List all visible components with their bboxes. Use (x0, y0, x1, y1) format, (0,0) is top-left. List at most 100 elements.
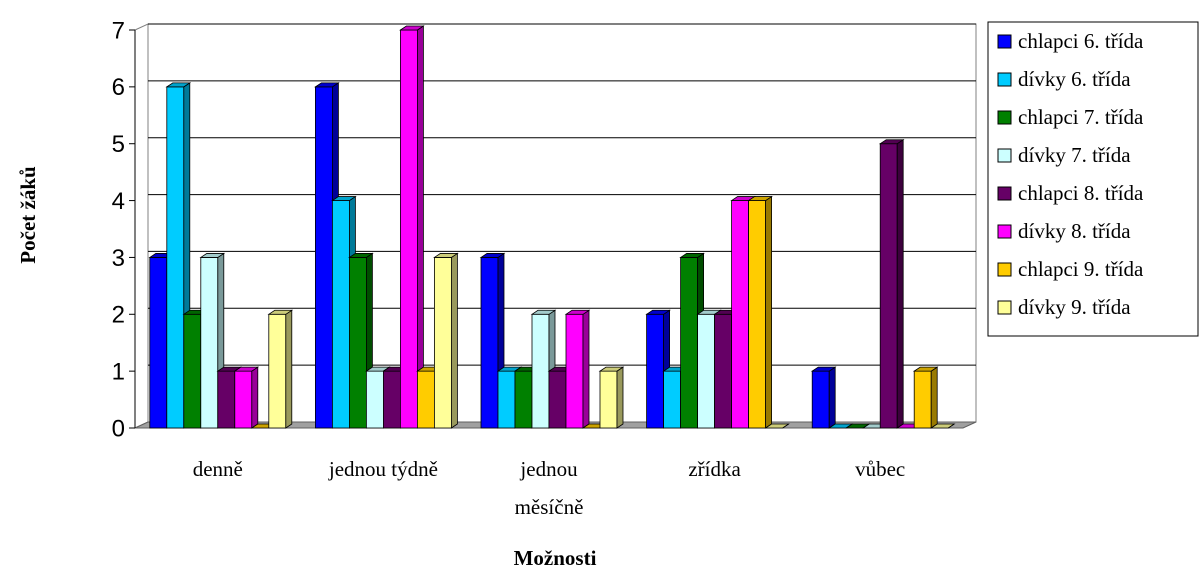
bar-top (165, 82, 192, 88)
bar-front (646, 313, 664, 429)
bar-front (514, 370, 533, 429)
bar-top (747, 196, 773, 201)
bar-side (930, 366, 938, 429)
bar-front (166, 86, 185, 429)
bar-top (331, 196, 357, 201)
y-tick-label: 4 (112, 188, 125, 215)
bar-top (878, 139, 905, 145)
bar-front (365, 370, 384, 429)
bar-front (748, 200, 766, 429)
bar-top (598, 366, 625, 372)
bar-side (582, 309, 590, 429)
bar-front (399, 29, 418, 429)
bar-front (680, 257, 698, 429)
y-axis-label: Počet žáků (16, 166, 40, 264)
bar-side (828, 366, 836, 429)
bar-front (714, 313, 732, 429)
bar-front (234, 370, 253, 429)
bar-front (531, 313, 550, 429)
bar-front (697, 313, 715, 429)
legend-swatch (997, 186, 1012, 201)
y-tick-label: 1 (112, 358, 125, 385)
bar-top (564, 309, 591, 315)
bar-front (811, 370, 830, 429)
bar-front (416, 370, 435, 429)
bar-front (382, 370, 401, 429)
bar-top (530, 309, 557, 315)
bar-front (268, 313, 287, 429)
bar-top (810, 366, 837, 372)
legend-label: chlapci 7. třída (1018, 105, 1144, 129)
legend-swatch (997, 224, 1012, 239)
x-tick-label: jednou měsíčně (514, 457, 584, 519)
bar-front (879, 143, 898, 429)
legend-label: dívky 6. třída (1018, 67, 1131, 91)
bar-top (764, 423, 790, 429)
legend-label: chlapci 6. třída (1018, 29, 1144, 53)
bar (747, 195, 773, 429)
bar-front (497, 370, 516, 429)
y-tick-label: 6 (112, 74, 125, 101)
bar-front (348, 257, 367, 429)
bar-front (548, 370, 567, 429)
bar-top (645, 309, 671, 315)
bar-front (331, 200, 350, 429)
legend-swatch (997, 148, 1012, 163)
bar (929, 423, 956, 429)
legend-swatch (997, 110, 1012, 125)
bar (267, 309, 294, 429)
bar-top (479, 253, 506, 258)
x-tick-label: denně (192, 457, 243, 481)
bar-front (599, 370, 618, 429)
bar-side (896, 138, 904, 429)
y-tick-label: 0 (112, 415, 125, 442)
bar-front (565, 313, 584, 429)
bar-front (731, 200, 749, 429)
bar (399, 25, 425, 429)
bar-side (450, 252, 458, 429)
bar (810, 366, 837, 429)
bar-front (663, 370, 681, 429)
legend-swatch (997, 72, 1012, 87)
bar-side (285, 309, 293, 429)
bar-front (217, 370, 236, 429)
bar-front (183, 313, 202, 429)
bar-side (251, 366, 259, 429)
bar-front (480, 257, 499, 429)
x-tick-label: zřídka (688, 457, 741, 481)
side-wall (134, 23, 149, 429)
bar (912, 366, 939, 429)
bar-side (765, 195, 772, 429)
bar (878, 138, 905, 429)
bar-side (616, 366, 624, 429)
bar-top (233, 366, 260, 372)
x-axis-label: Možnosti (514, 546, 597, 570)
bar-top (348, 253, 374, 258)
bar (764, 423, 790, 429)
legend-swatch (997, 262, 1012, 277)
legend-swatch (997, 300, 1012, 315)
bar-front (149, 257, 168, 429)
legend-label: dívky 7. třída (1018, 143, 1131, 167)
x-tick-label: jednou týdně (328, 457, 438, 481)
bar-front (314, 86, 333, 429)
y-tick-label: 3 (112, 245, 125, 272)
y-tick-label: 2 (112, 302, 125, 329)
bar-front (913, 370, 932, 429)
legend-label: dívky 9. třída (1018, 295, 1131, 319)
bar (598, 366, 625, 429)
bar-front (200, 257, 219, 429)
legend-label: dívky 8. třída (1018, 219, 1131, 243)
x-tick-label: vůbec (855, 457, 906, 481)
bar-top (912, 366, 939, 372)
bar-top (929, 423, 956, 429)
legend-label: chlapci 8. třída (1018, 181, 1144, 205)
bar-top (679, 253, 705, 258)
y-tick-label: 7 (112, 17, 125, 44)
bar (433, 252, 459, 429)
bar-front (433, 257, 452, 429)
bar (564, 309, 591, 429)
legend-swatch (997, 34, 1012, 49)
legend-box (987, 21, 1199, 337)
